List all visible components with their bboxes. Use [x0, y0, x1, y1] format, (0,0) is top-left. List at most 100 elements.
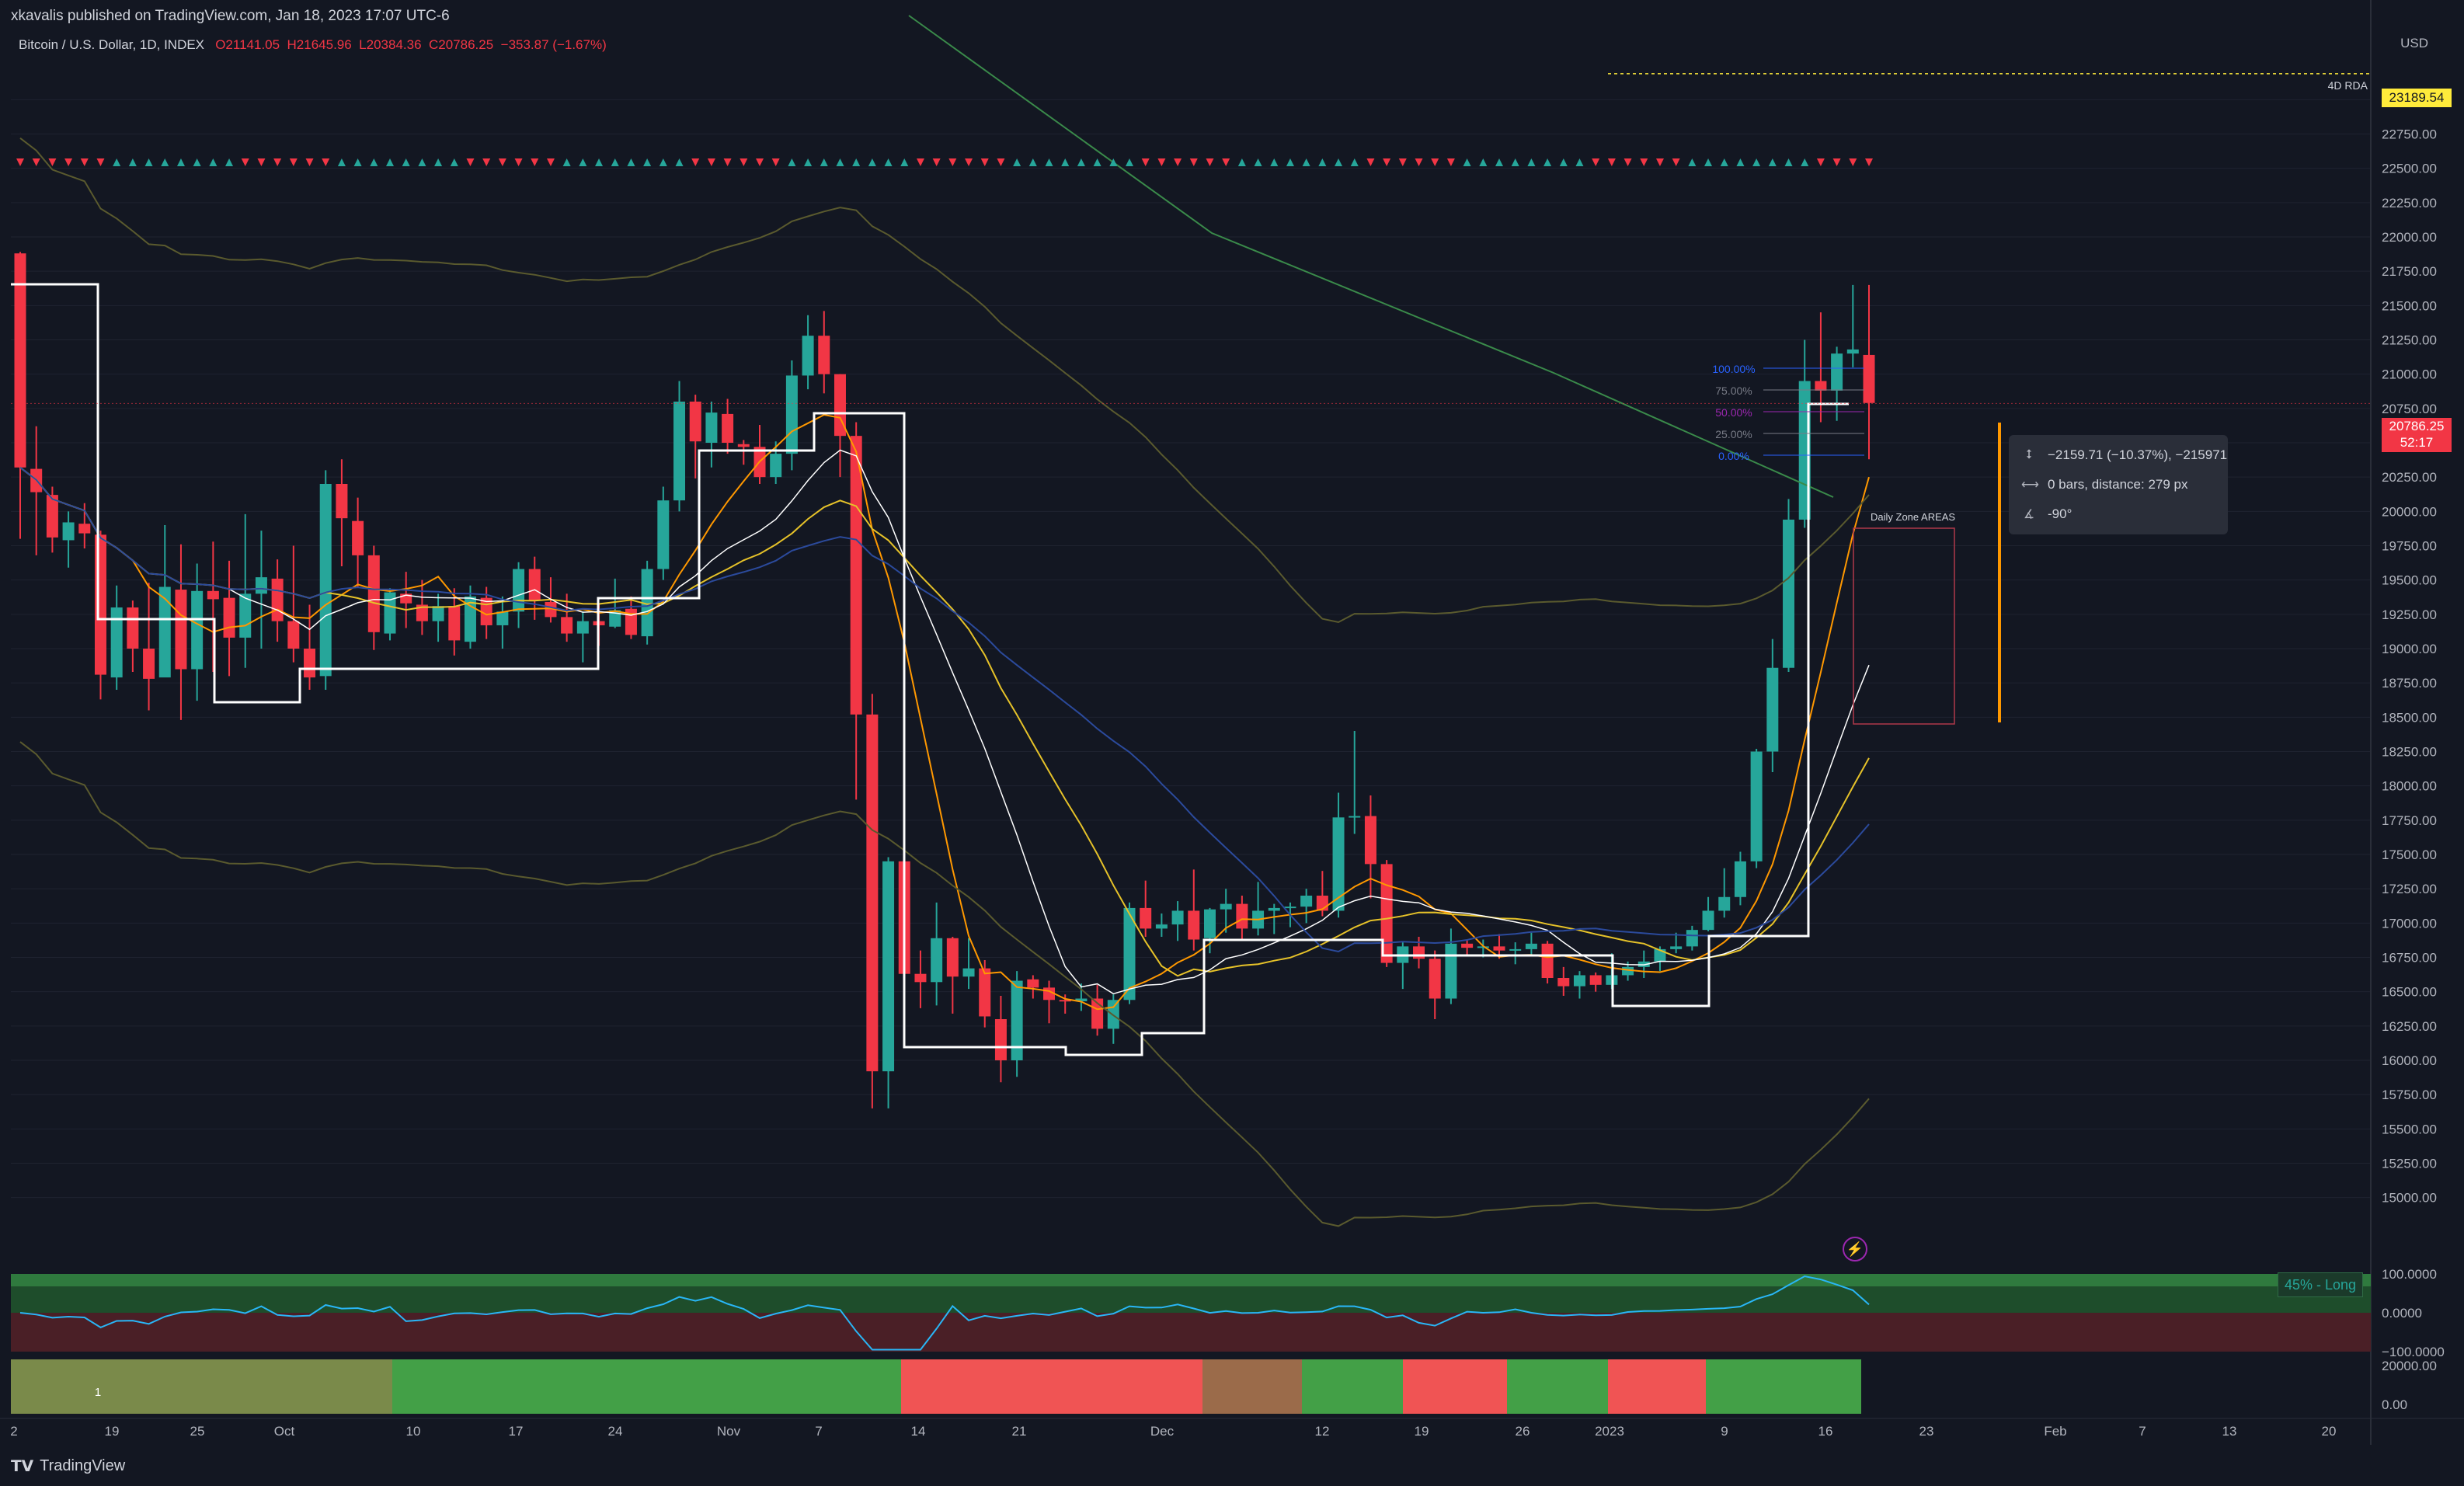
candle-body [352, 520, 364, 555]
candle-body [528, 569, 541, 601]
time-axis-label: 14 [911, 1424, 926, 1439]
candle-body [1445, 943, 1457, 999]
candle-body [78, 524, 91, 534]
tradingview-brand[interactable]: 𝗧𝗩 TradingView [11, 1456, 125, 1476]
lightning-icon[interactable]: ⚡ [1843, 1237, 1867, 1262]
candle-body [609, 610, 621, 627]
time-axis-label: 23 [1919, 1424, 1934, 1439]
price-axis-label: 21000.00 [2382, 367, 2437, 382]
signal-triangle [1318, 158, 1327, 166]
signal-triangle [1415, 158, 1423, 166]
signal-triangle [1157, 158, 1166, 166]
bar-countdown: 52:17 [2400, 435, 2434, 450]
signal-triangle [1270, 158, 1279, 166]
signal-triangle [884, 158, 893, 166]
signal-triangle [1640, 158, 1648, 166]
price-axis-label: 15750.00 [2382, 1088, 2437, 1102]
time-axis-label: 7 [815, 1424, 822, 1439]
candle-body [1349, 816, 1361, 818]
candle-body [1300, 896, 1313, 907]
signal-triangle [836, 158, 844, 166]
signal-triangle [209, 158, 218, 166]
candle-body [770, 454, 782, 478]
signal-triangle [353, 158, 362, 166]
measure-tooltip: ⭥ −2159.71 (−10.37%), −215971 ⟷ 0 bars, di… [2009, 435, 2228, 534]
signal-triangle [1865, 158, 1873, 166]
price-axis-label: 20750.00 [2382, 402, 2437, 416]
signal-triangle [1832, 158, 1841, 166]
zone-box [1853, 527, 1955, 725]
candle-body [866, 714, 879, 1072]
signal-triangle [176, 158, 185, 166]
price-axis-label: 16750.00 [2382, 951, 2437, 966]
price-axis-label: 21500.00 [2382, 298, 2437, 313]
ma-green-line [908, 15, 1834, 498]
rda-label: 4D RDA [2327, 79, 2368, 92]
rda-price-tag: 23189.54 [2382, 89, 2452, 107]
signal-triangle [402, 158, 410, 166]
signal-triangle [707, 158, 715, 166]
osc-axis-label: −100.0000 [2382, 1345, 2445, 1359]
time-axis-label: 2023 [1595, 1424, 1624, 1439]
candle-body [1541, 943, 1554, 978]
candle-body [914, 973, 927, 983]
price-axis-label: 22000.00 [2382, 230, 2437, 245]
signal-triangle [900, 158, 909, 166]
signal-triangle [611, 158, 619, 166]
signal-triangle [723, 158, 732, 166]
candle-body [336, 484, 348, 519]
signal-triangle [579, 158, 587, 166]
signal-axis-label: 0.00 [2382, 1397, 2407, 1412]
candle-body [785, 375, 798, 454]
time-axis-label: 17 [509, 1424, 524, 1439]
price-axis-label: 22750.00 [2382, 127, 2437, 142]
price-axis-label: 18750.00 [2382, 676, 2437, 691]
price-axis-label: 16250.00 [2382, 1019, 2437, 1034]
candle-body [1734, 861, 1746, 897]
signal-triangle [1126, 158, 1133, 166]
time-axis-label: 13 [2222, 1424, 2237, 1439]
signal-triangle [1222, 158, 1230, 166]
candle-body [14, 253, 26, 468]
time-axis-label: 19 [105, 1424, 120, 1439]
osc-line [19, 1275, 1870, 1351]
signal-triangle [1527, 158, 1536, 166]
candle-body [641, 569, 653, 637]
candle-body [271, 578, 284, 621]
signal-triangle [675, 158, 684, 166]
signal-triangle [997, 158, 1005, 166]
osc-top-band [11, 1274, 2371, 1286]
signal-segment [1507, 1359, 1608, 1414]
ma-yellow-line [19, 467, 1870, 977]
candle-body [1380, 864, 1393, 963]
ohlc-low: L20384.36 [359, 37, 422, 52]
candle-body [1332, 817, 1345, 911]
candle-body [304, 649, 316, 678]
symbol-name[interactable]: Bitcoin / U.S. Dollar, 1D, INDEX [19, 37, 205, 52]
angle-icon: ∡ [2023, 508, 2035, 521]
candle-body [1783, 519, 1795, 668]
candle-body [931, 938, 943, 983]
candle-body [1268, 907, 1280, 911]
signal-triangle [418, 158, 426, 166]
signal-triangle [1559, 158, 1568, 166]
measure-angle: -90° [2048, 506, 2072, 521]
signal-triangle [868, 158, 876, 166]
signal-triangle [1093, 158, 1101, 166]
signal-triangle [1446, 158, 1455, 166]
candle-body [110, 607, 123, 678]
candle-body [1863, 354, 1875, 403]
signal-triangle [1849, 158, 1857, 166]
currency-label[interactable]: USD [2400, 36, 2428, 50]
symbol-ohlc-legend[interactable]: Bitcoin / U.S. Dollar, 1D, INDEX O21141.… [19, 37, 607, 53]
candle-body [1284, 907, 1296, 909]
signal-triangle [1607, 158, 1616, 166]
fib-level-label: 50.00% [1715, 406, 1752, 419]
brand-name: TradingView [40, 1457, 126, 1474]
signal-triangle [16, 158, 24, 166]
candle-body [175, 590, 187, 670]
candle-body [850, 436, 862, 715]
signal-triangle [691, 158, 700, 166]
